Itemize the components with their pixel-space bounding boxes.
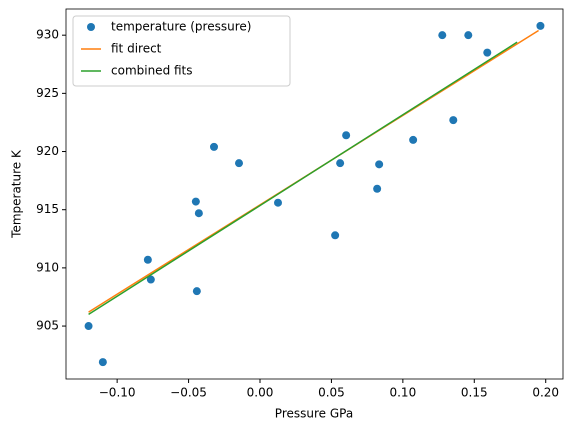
y-tick-label: 925 bbox=[36, 86, 59, 100]
x-tick-label: 0.10 bbox=[389, 386, 416, 400]
scatter-point bbox=[483, 48, 492, 57]
scatter-point bbox=[191, 197, 200, 206]
scatter-point bbox=[146, 275, 155, 284]
fit-line bbox=[88, 41, 518, 316]
scatter-point bbox=[342, 131, 351, 140]
x-tick-label: 0.05 bbox=[318, 386, 345, 400]
scatter-point bbox=[331, 231, 340, 240]
scatter-point bbox=[98, 358, 107, 367]
x-tick-label: −0.10 bbox=[99, 386, 136, 400]
x-tick-label: 0.15 bbox=[461, 386, 488, 400]
y-tick-label: 930 bbox=[36, 28, 59, 42]
scatter-point bbox=[235, 159, 243, 168]
scatter-point bbox=[375, 160, 384, 169]
y-tick-label: 920 bbox=[36, 144, 59, 158]
scatter-point bbox=[373, 184, 382, 193]
legend-label: temperature (pressure) bbox=[111, 20, 251, 34]
scatter-point bbox=[210, 142, 218, 151]
y-tick-label: 910 bbox=[36, 260, 59, 274]
scatter-point bbox=[536, 21, 545, 30]
x-tick-label: 0.00 bbox=[247, 386, 274, 400]
legend-marker bbox=[87, 23, 95, 31]
scatter-point bbox=[143, 255, 152, 264]
y-tick-label: 905 bbox=[36, 319, 59, 333]
scatter-point bbox=[409, 135, 418, 144]
axes-frame bbox=[65, 8, 564, 380]
scatter-point bbox=[464, 31, 473, 40]
scatter-point bbox=[194, 209, 203, 218]
y-tick-label: 915 bbox=[36, 202, 59, 216]
scatter-point bbox=[336, 159, 345, 168]
legend-box bbox=[72, 15, 291, 87]
y-axis-label: Temperature K bbox=[10, 149, 24, 239]
scatter-point bbox=[274, 198, 282, 207]
legend-label: fit direct bbox=[111, 42, 162, 56]
scatter-point bbox=[438, 31, 447, 40]
x-tick-label: −0.05 bbox=[170, 386, 207, 400]
scatter-point bbox=[84, 322, 93, 331]
legend-label: combined fits bbox=[111, 64, 193, 78]
x-axis-label: Pressure GPa bbox=[275, 407, 353, 421]
scatter-point bbox=[192, 287, 201, 296]
scatter-point bbox=[449, 116, 458, 125]
x-tick-label: 0.20 bbox=[532, 386, 559, 400]
